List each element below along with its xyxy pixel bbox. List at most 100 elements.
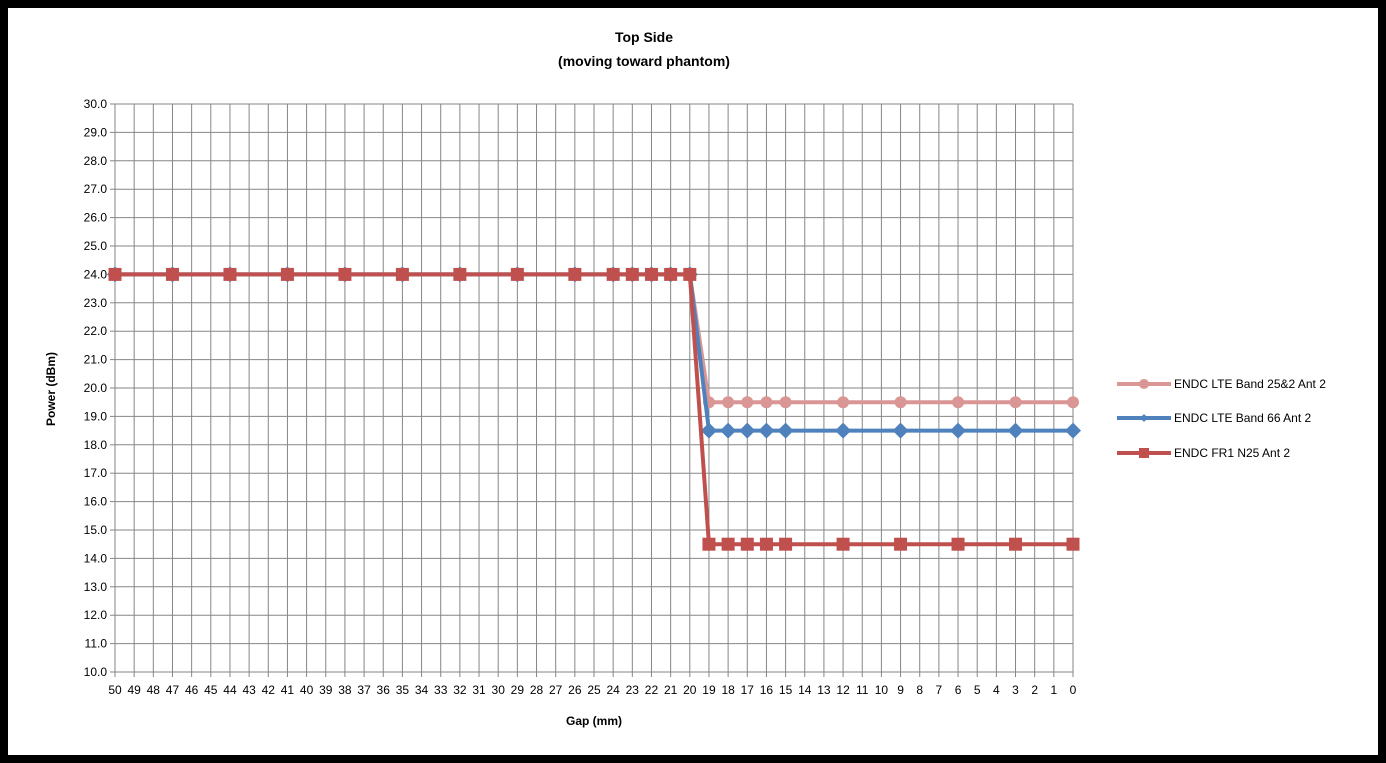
series-line [115,272,1073,547]
data-point [759,537,773,551]
data-point [892,422,909,439]
y-tick-label: 10.0 [84,665,108,679]
x-tick-label: 11 [856,683,869,697]
x-axis-title: Gap (mm) [566,714,622,728]
data-point [720,422,737,439]
x-tick-label: 37 [357,683,371,697]
y-tick-label: 16.0 [84,495,108,509]
x-tick-label: 21 [664,683,678,697]
legend-marker [1140,414,1148,422]
data-point [702,537,716,551]
y-tick-label: 29.0 [84,125,108,139]
y-tick-label: 26.0 [84,211,108,225]
data-point [700,422,717,439]
data-point [280,267,294,281]
data-point [836,537,850,551]
x-tick-label: 40 [300,683,314,697]
data-point [721,537,735,551]
data-point [453,267,467,281]
legend-label: ENDC LTE Band 25&2 Ant 2 [1174,377,1326,391]
x-tick-label: 42 [262,683,276,697]
x-tick-label: 5 [974,683,981,697]
x-tick-label: 46 [185,683,199,697]
y-tick-label: 18.0 [84,438,108,452]
y-tick-label: 19.0 [84,409,108,423]
x-tick-label: 6 [955,683,962,697]
legend-label: ENDC LTE Band 66 Ant 2 [1174,411,1312,425]
legend-entry: ENDC LTE Band 25&2 Ant 2 [1117,377,1326,391]
legend-label: ENDC FR1 N25 Ant 2 [1174,446,1290,460]
data-point [338,267,352,281]
data-point [1009,537,1023,551]
x-tick-label: 9 [897,683,904,697]
y-tick-label: 15.0 [84,523,108,537]
x-tick-label: 7 [936,683,943,697]
x-tick-label: 48 [147,683,161,697]
x-tick-label: 41 [281,683,295,697]
y-tick-label: 30.0 [84,97,108,111]
data-point [683,267,697,281]
y-tick-label: 23.0 [84,296,108,310]
x-tick-label: 23 [626,683,640,697]
data-point [395,267,409,281]
data-point [108,267,122,281]
x-tick-label: 0 [1070,683,1077,697]
x-tick-label: 3 [1012,683,1019,697]
x-tick-label: 33 [434,683,448,697]
y-tick-label: 14.0 [84,551,108,565]
x-tick-label: 47 [166,683,180,697]
legend: ENDC LTE Band 25&2 Ant 2 ENDC LTE Band 66… [1117,377,1326,460]
x-tick-label: 28 [530,683,544,697]
chart-title-line-1: Top Side [615,29,673,45]
data-point [223,267,237,281]
x-tick-label: 15 [779,683,793,697]
x-tick-label: 16 [760,683,774,697]
legend-entry: ENDC FR1 N25 Ant 2 [1117,446,1290,460]
x-tick-label: 19 [702,683,716,697]
x-tick-label: 24 [606,683,620,697]
data-point [952,396,965,409]
data-point [779,537,793,551]
data-point [722,396,735,409]
x-tick-label: 50 [108,683,122,697]
y-tick-label: 17.0 [84,466,108,480]
series-3 [108,267,1080,551]
x-tick-label: 45 [204,683,218,697]
y-tick-label: 13.0 [84,580,108,594]
x-tick-label: 18 [721,683,735,697]
data-series [107,266,1081,551]
x-tick-label: 20 [683,683,697,697]
x-tick-label: 17 [741,683,755,697]
x-tick-label: 13 [817,683,831,697]
data-point [837,396,850,409]
data-point [1066,537,1080,551]
x-tick-label: 1 [1050,683,1057,697]
x-tick-label: 26 [568,683,582,697]
data-point [835,422,852,439]
data-point [894,537,908,551]
data-point [1067,396,1079,409]
data-point [739,422,756,439]
y-axis-ticks: 10.0 11.0 12.0 13.0 14.0 15.0 16.0 17.0 18.0 19.0… [84,97,108,679]
y-tick-label: 28.0 [84,154,108,168]
x-tick-label: 14 [798,683,812,697]
y-tick-label: 22.0 [84,324,108,338]
x-tick-label: 36 [377,683,391,697]
x-tick-label: 43 [242,683,256,697]
data-point [1009,396,1022,409]
x-tick-label: 38 [338,683,352,697]
data-point [740,537,754,551]
y-tick-label: 21.0 [84,353,108,367]
legend-marker [1139,448,1149,458]
y-tick-label: 24.0 [84,267,108,281]
data-point [644,267,658,281]
data-point [741,396,754,409]
data-point [760,396,773,409]
x-tick-label: 29 [511,683,525,697]
legend-marker [1139,379,1149,389]
x-tick-label: 34 [415,683,429,697]
x-tick-label: 22 [645,683,659,697]
x-tick-label: 35 [396,683,410,697]
